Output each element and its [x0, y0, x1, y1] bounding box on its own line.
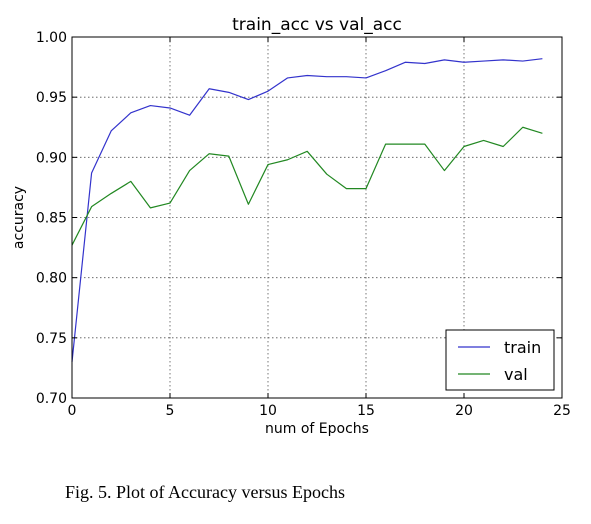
y-tick-label: 0.80 — [36, 271, 67, 287]
axis-ticks: 0 5 10 15 20 25 0.70 0.75 0.80 0.85 0.90 0.95 1.00 — [36, 30, 571, 419]
y-axis-label: accuracy — [11, 186, 27, 249]
series-line-train — [71, 58, 543, 362]
legend-label-train: train — [504, 338, 541, 357]
y-tick-label: 0.95 — [36, 90, 67, 106]
x-tick-label: 20 — [455, 403, 473, 419]
y-tick-label: 0.90 — [36, 150, 67, 166]
accuracy-chart: 0 5 10 15 20 25 0.70 0.75 0.80 0.85 0.90 0.95 1.00 t… — [11, 15, 571, 437]
x-tick-label: 15 — [357, 403, 375, 419]
x-axis-label: num of Epochs — [265, 421, 369, 437]
y-tick-label: 0.75 — [36, 331, 67, 347]
series-line-val — [71, 126, 543, 246]
y-tick-label: 1.00 — [36, 30, 67, 46]
x-tick-label: 10 — [259, 403, 277, 419]
chart-title: train_acc vs val_acc — [232, 15, 402, 35]
y-tick-label: 0.70 — [36, 391, 67, 407]
legend-box — [445, 329, 555, 391]
legend: train val — [445, 329, 555, 391]
x-tick-label: 25 — [553, 403, 571, 419]
figure-caption: Fig. 5. Plot of Accuracy versus Epochs — [65, 482, 345, 502]
series-lines — [71, 58, 543, 362]
x-tick-label: 5 — [166, 403, 175, 419]
legend-label-val: val — [504, 365, 528, 384]
x-tick-label: 0 — [68, 403, 77, 419]
y-tick-label: 0.85 — [36, 211, 67, 227]
